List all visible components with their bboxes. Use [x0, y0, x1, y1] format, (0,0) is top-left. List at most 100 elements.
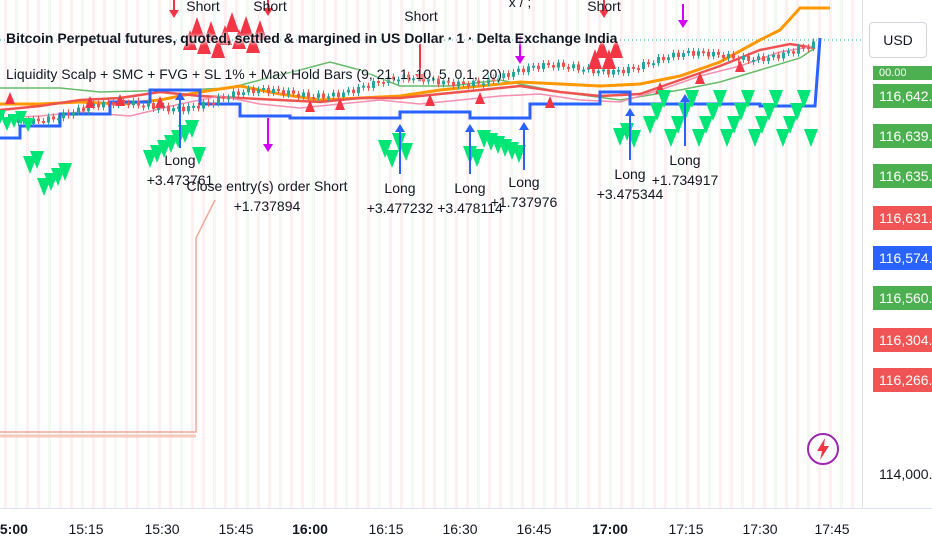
long-marker — [720, 129, 734, 147]
time-label: 17:00 — [592, 521, 628, 537]
candle — [422, 75, 425, 82]
session-band — [620, 0, 623, 508]
candle — [497, 78, 500, 82]
session-band — [136, 0, 139, 508]
trade-label-long: Long +1.737976 — [490, 174, 558, 210]
long-marker — [150, 145, 164, 163]
trade-label-long: Long +3.473761 — [146, 152, 214, 188]
session-band — [191, 0, 194, 508]
candle — [507, 73, 510, 77]
session-band — [114, 0, 117, 508]
session-band — [70, 0, 73, 508]
lightning-bolt-icon[interactable] — [806, 432, 840, 466]
long-marker — [797, 90, 811, 108]
long-marker — [776, 129, 790, 147]
partial-label: x / ; — [508, 0, 532, 10]
candle — [607, 69, 610, 75]
candle — [132, 100, 135, 106]
short-marker — [305, 100, 315, 112]
short-marker — [425, 94, 435, 106]
long-marker — [51, 168, 65, 186]
currency-button[interactable]: USD — [869, 22, 927, 58]
candle — [112, 101, 115, 106]
candle — [552, 65, 555, 68]
session-bands — [4, 0, 854, 508]
session-band — [125, 0, 128, 508]
price-level-label: 114,000.0 — [879, 466, 932, 482]
candle — [582, 69, 585, 72]
session-band — [147, 0, 150, 508]
long-marker — [692, 129, 706, 147]
candle — [537, 65, 540, 69]
long-marker — [58, 163, 72, 181]
candle — [267, 88, 270, 94]
trade-label-close: Close entry(s) order Short +1.737894 — [186, 178, 348, 214]
long-marker — [783, 116, 797, 134]
session-band — [334, 0, 337, 508]
long-marker — [671, 116, 685, 134]
indicator-legend[interactable]: Liquidity Scalp + SMC + FVG + SL 1% + Ma… — [6, 66, 502, 82]
time-label: 15:30 — [144, 521, 180, 537]
session-band — [653, 0, 656, 508]
candle — [432, 78, 435, 81]
candle — [37, 118, 40, 122]
long-marker — [804, 129, 818, 147]
candle — [282, 90, 285, 95]
candle — [477, 80, 480, 84]
time-axis[interactable]: 15:00 15:15 15:30 15:45 16:00 16:15 16:30 16:45… — [0, 508, 932, 551]
session-band — [719, 0, 722, 508]
session-band — [389, 0, 392, 508]
session-band — [279, 0, 282, 508]
price-chart[interactable] — [0, 0, 862, 508]
long-marker — [185, 120, 199, 138]
candle — [87, 106, 90, 112]
candles — [2, 38, 815, 128]
trend-line-blue — [0, 37, 822, 140]
candle — [307, 92, 310, 98]
candle — [347, 89, 350, 93]
price-tag: 116,266.5 — [873, 368, 932, 392]
candle — [522, 68, 525, 73]
long-marker — [15, 111, 27, 125]
symbol-title: Bitcoin Perpetual futures, quoted, settl… — [6, 30, 618, 46]
short-label: Short — [587, 0, 621, 14]
candle — [802, 46, 805, 49]
time-label: 15:00 — [0, 521, 28, 537]
short-markers — [5, 12, 745, 112]
candle — [377, 80, 380, 83]
candle — [532, 65, 535, 68]
long-marker — [664, 129, 678, 147]
candle — [767, 57, 770, 62]
long-marker — [1, 117, 13, 131]
long-marker — [157, 140, 171, 158]
candle — [322, 93, 325, 99]
session-band — [224, 0, 227, 508]
candle — [412, 78, 415, 81]
long-marker — [657, 90, 671, 108]
chart-pane[interactable]: Bitcoin Perpetual futures, quoted, settl… — [0, 0, 862, 508]
candle — [787, 51, 790, 54]
candle — [222, 96, 225, 99]
candle — [707, 51, 710, 57]
candle — [527, 66, 530, 73]
candle — [687, 50, 690, 54]
candle — [777, 54, 780, 59]
short-marker — [225, 12, 239, 32]
short-marker — [545, 96, 555, 108]
long-arrow-head — [465, 124, 475, 132]
candle — [542, 63, 545, 69]
trade-label-long: Long +1.734917 — [651, 152, 719, 188]
short-label: Short — [186, 0, 220, 14]
price-tag: 116,631.9 — [873, 206, 932, 230]
trade-label-long: Long +3.475344 — [596, 166, 664, 202]
price-scale[interactable]: USD 00.00 116,642.5 116,639.5 116,635.3 116… — [862, 0, 932, 508]
time-label: 16:00 — [292, 521, 328, 537]
trend-line-red-2 — [0, 45, 816, 119]
short-marker — [183, 30, 197, 50]
long-marker — [399, 143, 413, 161]
session-band — [323, 0, 326, 508]
session-band — [818, 0, 821, 508]
candle — [82, 107, 85, 112]
candle — [72, 112, 75, 116]
candle — [357, 86, 360, 94]
